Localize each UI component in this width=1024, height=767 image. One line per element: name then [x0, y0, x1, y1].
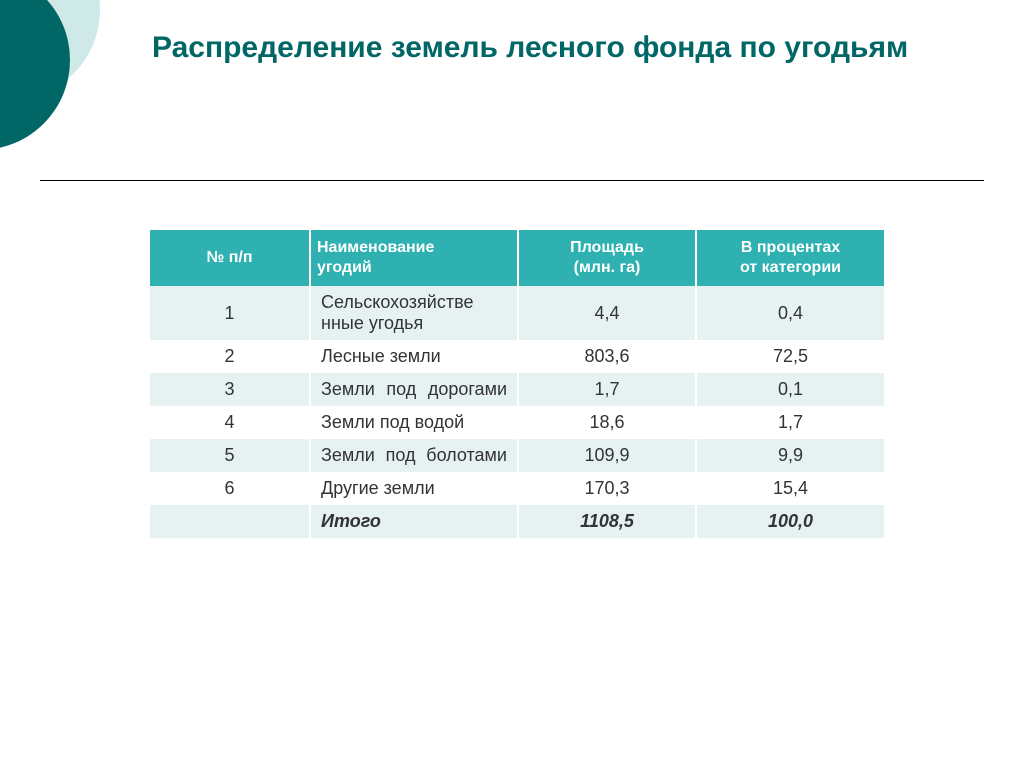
- table-header-row: № п/пНаименованиеугодийПлощадь(млн. га)В…: [150, 230, 884, 286]
- table-row: 2Лесные земли803,672,5: [150, 340, 884, 373]
- table-row: Итого1108,5100,0: [150, 505, 884, 538]
- table-cell: 15,4: [696, 472, 884, 505]
- table-body: 1Сельскохозяйстве нные угодья4,40,42Лесн…: [150, 286, 884, 566]
- table-row: 4Земли под водой18,61,7: [150, 406, 884, 439]
- table-cell: 4: [150, 406, 310, 439]
- table-header-cell: Наименованиеугодий: [310, 230, 518, 286]
- table-cell: 3: [150, 373, 310, 406]
- table-row: 6Другие земли170,315,4: [150, 472, 884, 505]
- table-header-cell: В процентахот категории: [696, 230, 884, 286]
- land-distribution-table: № п/пНаименованиеугодийПлощадь(млн. га)В…: [150, 230, 884, 566]
- table-cell: [310, 538, 518, 566]
- table-row: 1Сельскохозяйстве нные угодья4,40,4: [150, 286, 884, 340]
- table-cell: 170,3: [518, 472, 696, 505]
- table-cell: 100,0: [696, 505, 884, 538]
- table-cell: 2: [150, 340, 310, 373]
- table-cell: Лесные земли: [310, 340, 518, 373]
- table-header-cell: № п/п: [150, 230, 310, 286]
- table-cell: Итого: [310, 505, 518, 538]
- table-cell: 5: [150, 439, 310, 472]
- table-cell: 109,9: [518, 439, 696, 472]
- table-cell: 6: [150, 472, 310, 505]
- table-cell: Земли под болотами: [310, 439, 518, 472]
- table-cell: Сельскохозяйстве нные угодья: [310, 286, 518, 340]
- table-cell: [518, 538, 696, 566]
- table-cell: [150, 538, 310, 566]
- table-row: [150, 538, 884, 566]
- table-cell: 0,4: [696, 286, 884, 340]
- table-cell: 1,7: [518, 373, 696, 406]
- table-cell: 1108,5: [518, 505, 696, 538]
- horizontal-divider: [40, 180, 984, 181]
- table-cell: Земли под дорогами: [310, 373, 518, 406]
- table-header-cell: Площадь(млн. га): [518, 230, 696, 286]
- table-cell: 803,6: [518, 340, 696, 373]
- table-row: 5Земли под болотами109,99,9: [150, 439, 884, 472]
- table-cell: Другие земли: [310, 472, 518, 505]
- table-cell: 18,6: [518, 406, 696, 439]
- table-cell: 9,9: [696, 439, 884, 472]
- table-row: 3Земли под дорогами1,70,1: [150, 373, 884, 406]
- table-cell: [696, 538, 884, 566]
- table-cell: 1: [150, 286, 310, 340]
- slide-title: Распределение земель лесного фонда по уг…: [152, 28, 908, 67]
- decor-circle-dark: [0, 0, 70, 150]
- table-cell: 72,5: [696, 340, 884, 373]
- table-cell: Земли под водой: [310, 406, 518, 439]
- table-cell: 4,4: [518, 286, 696, 340]
- table-cell: 1,7: [696, 406, 884, 439]
- table-cell: [150, 505, 310, 538]
- table-cell: 0,1: [696, 373, 884, 406]
